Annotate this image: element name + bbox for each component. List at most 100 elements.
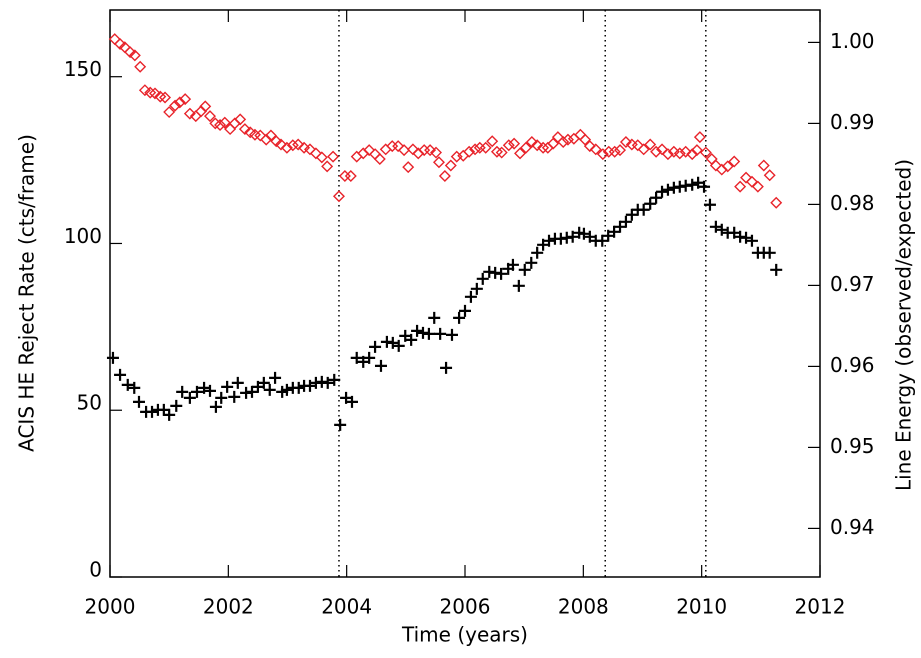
plus-marker bbox=[698, 180, 711, 193]
diamond-marker bbox=[144, 86, 157, 99]
plus-marker bbox=[525, 256, 538, 269]
x-tick-label: 2004 bbox=[321, 595, 372, 619]
x-tick-label: 2000 bbox=[85, 595, 136, 619]
plus-marker bbox=[656, 185, 669, 198]
diamond-marker bbox=[525, 136, 538, 149]
plus-marker bbox=[231, 376, 244, 389]
plus-marker bbox=[106, 351, 119, 364]
x-axis-label: Time (years) bbox=[401, 623, 528, 647]
diamond-marker bbox=[169, 99, 182, 112]
y2-tick-label: 1.00 bbox=[830, 29, 875, 53]
plus-marker bbox=[703, 198, 716, 211]
diamond-marker bbox=[254, 129, 267, 142]
diamond-marker bbox=[574, 128, 587, 141]
diamond-marker bbox=[264, 129, 277, 142]
diamond-marker bbox=[303, 143, 316, 156]
diamond-marker bbox=[398, 144, 411, 157]
plus-marker bbox=[386, 336, 399, 349]
diamond-marker bbox=[608, 145, 621, 158]
diamond-marker bbox=[286, 139, 299, 152]
plus-marker bbox=[132, 395, 145, 408]
diamond-marker bbox=[547, 137, 560, 150]
plus-marker bbox=[369, 340, 382, 353]
diamond-marker bbox=[644, 138, 657, 151]
diamond-marker bbox=[619, 136, 632, 149]
diamond-marker bbox=[579, 133, 592, 146]
plus-marker bbox=[328, 373, 341, 386]
y2-tick-label: 0.95 bbox=[830, 434, 875, 458]
diamond-marker bbox=[490, 145, 503, 158]
diamond-marker bbox=[315, 151, 328, 164]
plus-marker bbox=[263, 383, 276, 396]
diamond-marker bbox=[234, 113, 247, 126]
plus-marker bbox=[405, 333, 418, 346]
plus-marker bbox=[518, 263, 531, 276]
diamond-marker bbox=[134, 60, 147, 73]
diamond-marker bbox=[486, 135, 499, 148]
diamond-marker bbox=[614, 144, 627, 157]
diamond-marker bbox=[650, 145, 663, 158]
diamond-marker bbox=[745, 175, 758, 188]
diamond-marker bbox=[379, 143, 392, 156]
diamond-marker bbox=[321, 160, 334, 173]
diamond-marker bbox=[519, 141, 532, 154]
diamond-marker bbox=[124, 46, 137, 59]
x-tick-label: 2010 bbox=[676, 595, 727, 619]
diamond-marker bbox=[514, 147, 527, 160]
plus-marker bbox=[470, 282, 483, 295]
plus-marker bbox=[146, 405, 159, 418]
diamond-marker bbox=[392, 140, 405, 153]
diamond-marker bbox=[469, 143, 482, 156]
plus-marker bbox=[176, 385, 189, 398]
diamond-marker bbox=[108, 33, 121, 46]
y-axis-label: ACIS HE Reject Rate (cts/frame) bbox=[15, 134, 39, 452]
diamond-marker bbox=[502, 139, 515, 152]
diamond-marker bbox=[690, 144, 703, 157]
plus-marker bbox=[434, 327, 447, 340]
diamond-marker bbox=[561, 133, 574, 146]
diamond-marker bbox=[751, 180, 764, 193]
plus-marker bbox=[453, 311, 466, 324]
diamond-marker bbox=[596, 148, 609, 161]
plus-marker bbox=[445, 328, 458, 341]
diamond-marker bbox=[363, 144, 376, 157]
diamond-marker bbox=[757, 159, 770, 172]
plus-marker bbox=[114, 368, 127, 381]
diamond-marker bbox=[280, 141, 293, 154]
diamond-marker bbox=[709, 159, 722, 172]
plus-marker bbox=[506, 258, 519, 271]
plus-marker bbox=[661, 183, 674, 196]
plus-marker bbox=[745, 234, 758, 247]
diamond-marker bbox=[275, 138, 287, 151]
diamond-marker bbox=[373, 153, 386, 166]
plus-marker bbox=[770, 263, 783, 276]
y2-tick-label: 0.96 bbox=[830, 353, 875, 377]
plus-marker bbox=[428, 311, 441, 324]
plus-marker bbox=[619, 215, 632, 228]
diamond-marker bbox=[128, 49, 141, 62]
diamond-marker bbox=[537, 141, 550, 154]
plus-marker bbox=[531, 246, 544, 259]
diamond-marker bbox=[163, 106, 176, 119]
plus-marker bbox=[650, 191, 663, 204]
plus-marker bbox=[411, 324, 424, 337]
x-tick-label: 2002 bbox=[203, 595, 254, 619]
y2-tick-label: 0.99 bbox=[830, 110, 875, 134]
diamond-marker bbox=[770, 196, 783, 209]
diamond-marker bbox=[740, 171, 753, 184]
diamond-marker bbox=[260, 133, 273, 146]
plus-marker bbox=[170, 399, 183, 412]
diamond-marker bbox=[531, 139, 544, 152]
plus-marker bbox=[350, 351, 363, 364]
y2-tick-label: 0.97 bbox=[830, 272, 875, 296]
diamond-marker bbox=[686, 148, 699, 161]
diamond-marker bbox=[332, 190, 345, 203]
plus-marker bbox=[392, 339, 405, 352]
plus-marker bbox=[715, 223, 728, 236]
diamond-marker bbox=[195, 105, 208, 118]
plus-marker bbox=[644, 197, 657, 210]
plus-marker bbox=[183, 391, 196, 404]
plus-marker bbox=[345, 395, 358, 408]
plus-marker bbox=[709, 220, 722, 233]
diamond-marker bbox=[204, 110, 216, 123]
